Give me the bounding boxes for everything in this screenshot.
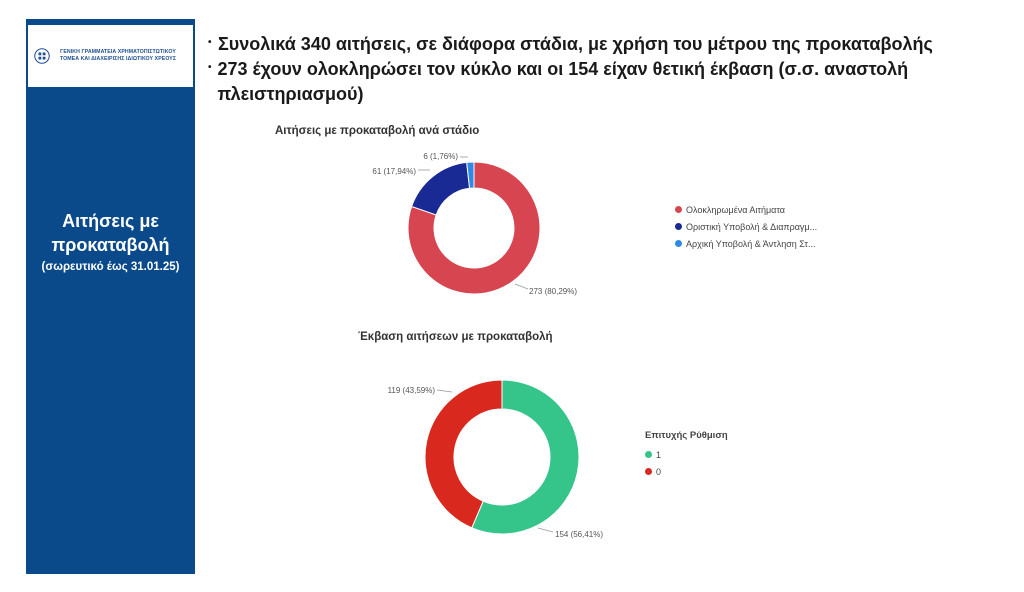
legend-swatch-icon xyxy=(675,206,682,213)
legend-swatch-icon xyxy=(645,468,652,475)
data-label: 154 (56,41%) xyxy=(555,530,603,539)
legend-label: Οριστική Υποβολή & Διαπραγμ... xyxy=(686,221,818,232)
donut-slice[interactable] xyxy=(424,379,503,529)
sidebar-title-line1: Αιτήσεις με xyxy=(62,211,159,231)
legend-swatch-icon xyxy=(645,451,652,458)
data-label: 6 (1,76%) xyxy=(423,152,458,161)
bullet-item: • 273 έχουν ολοκληρώσει τον κύκλο και οι… xyxy=(208,57,1008,107)
logo-text: ΓΕΝΙΚΗ ΓΡΑΜΜΑΤΕΙΑ ΧΡΗΜΑΤΟΠΙΣΤΩΤΙΚΟΥ ΤΟΜΕ… xyxy=(59,49,177,62)
sidebar: ΓΕΝΙΚΗ ΓΡΑΜΜΑΤΕΙΑ ΧΡΗΜΑΤΟΠΙΣΤΩΤΙΚΟΥ ΤΟΜΕ… xyxy=(26,19,195,574)
legend-swatch-icon xyxy=(675,240,682,247)
sidebar-title: Αιτήσεις με προκαταβολή (σωρευτικό έως 3… xyxy=(26,209,195,275)
data-label: 273 (80,29%) xyxy=(529,287,577,296)
legend-label: Αρχική Υποβολή & Άντληση Στ... xyxy=(686,238,816,249)
bullet-text: Συνολικά 340 αιτήσεις, σε διάφορα στάδια… xyxy=(218,34,933,54)
legend-item[interactable]: Ολοκληρωμένα Αιτήματα xyxy=(675,201,817,218)
label-leader-line xyxy=(537,527,554,533)
chart-title-stages: Αιτήσεις με προκαταβολή ανά στάδιο xyxy=(275,125,480,137)
bullet-dot-icon: • xyxy=(208,37,212,48)
legend-label: 0 xyxy=(656,466,662,477)
logo-box: ΓΕΝΙΚΗ ΓΡΑΜΜΑΤΕΙΑ ΧΡΗΜΑΤΟΠΙΣΤΩΤΙΚΟΥ ΤΟΜΕ… xyxy=(28,25,193,87)
legend-item[interactable]: 0 xyxy=(645,463,728,480)
legend-outcome: Επιτυχής Ρύθμιση 1 0 xyxy=(645,430,728,480)
sidebar-title-line2: προκαταβολή xyxy=(51,235,170,255)
bullet-item: • Συνολικά 340 αιτήσεις, σε διάφορα στάδ… xyxy=(208,32,1008,57)
greek-emblem-icon xyxy=(34,48,50,64)
data-label: 119 (43,59%) xyxy=(388,386,436,395)
legend-swatch-icon xyxy=(675,223,682,230)
label-leader-line xyxy=(436,389,453,393)
chart-title-outcome: Έκβαση αιτήσεων με προκαταβολή xyxy=(358,331,553,343)
legend-item[interactable]: Οριστική Υποβολή & Διαπραγμ... xyxy=(675,218,817,235)
bullet-dot-icon: • xyxy=(208,62,212,73)
legend-stages: Ολοκληρωμένα Αιτήματα Οριστική Υποβολή &… xyxy=(675,201,817,252)
donut-slice[interactable] xyxy=(466,161,475,189)
legend-label: 1 xyxy=(656,449,662,460)
bullet-text: 273 έχουν ολοκληρώσει τον κύκλο και οι 1… xyxy=(217,59,909,104)
label-leader-line xyxy=(514,283,529,290)
legend-title: Επιτυχής Ρύθμιση xyxy=(645,430,728,441)
legend-label: Ολοκληρωμένα Αιτήματα xyxy=(686,204,786,215)
legend-item[interactable]: Αρχική Υποβολή & Άντληση Στ... xyxy=(675,235,817,252)
sidebar-subtitle: (σωρευτικό έως 31.01.25) xyxy=(41,261,180,273)
data-label: 61 (17,94%) xyxy=(372,167,416,176)
donut-slice[interactable] xyxy=(407,161,541,295)
donut-slice[interactable] xyxy=(471,379,580,535)
bullet-list: • Συνολικά 340 αιτήσεις, σε διάφορα στάδ… xyxy=(208,32,1008,107)
legend-item[interactable]: 1 xyxy=(645,446,728,463)
